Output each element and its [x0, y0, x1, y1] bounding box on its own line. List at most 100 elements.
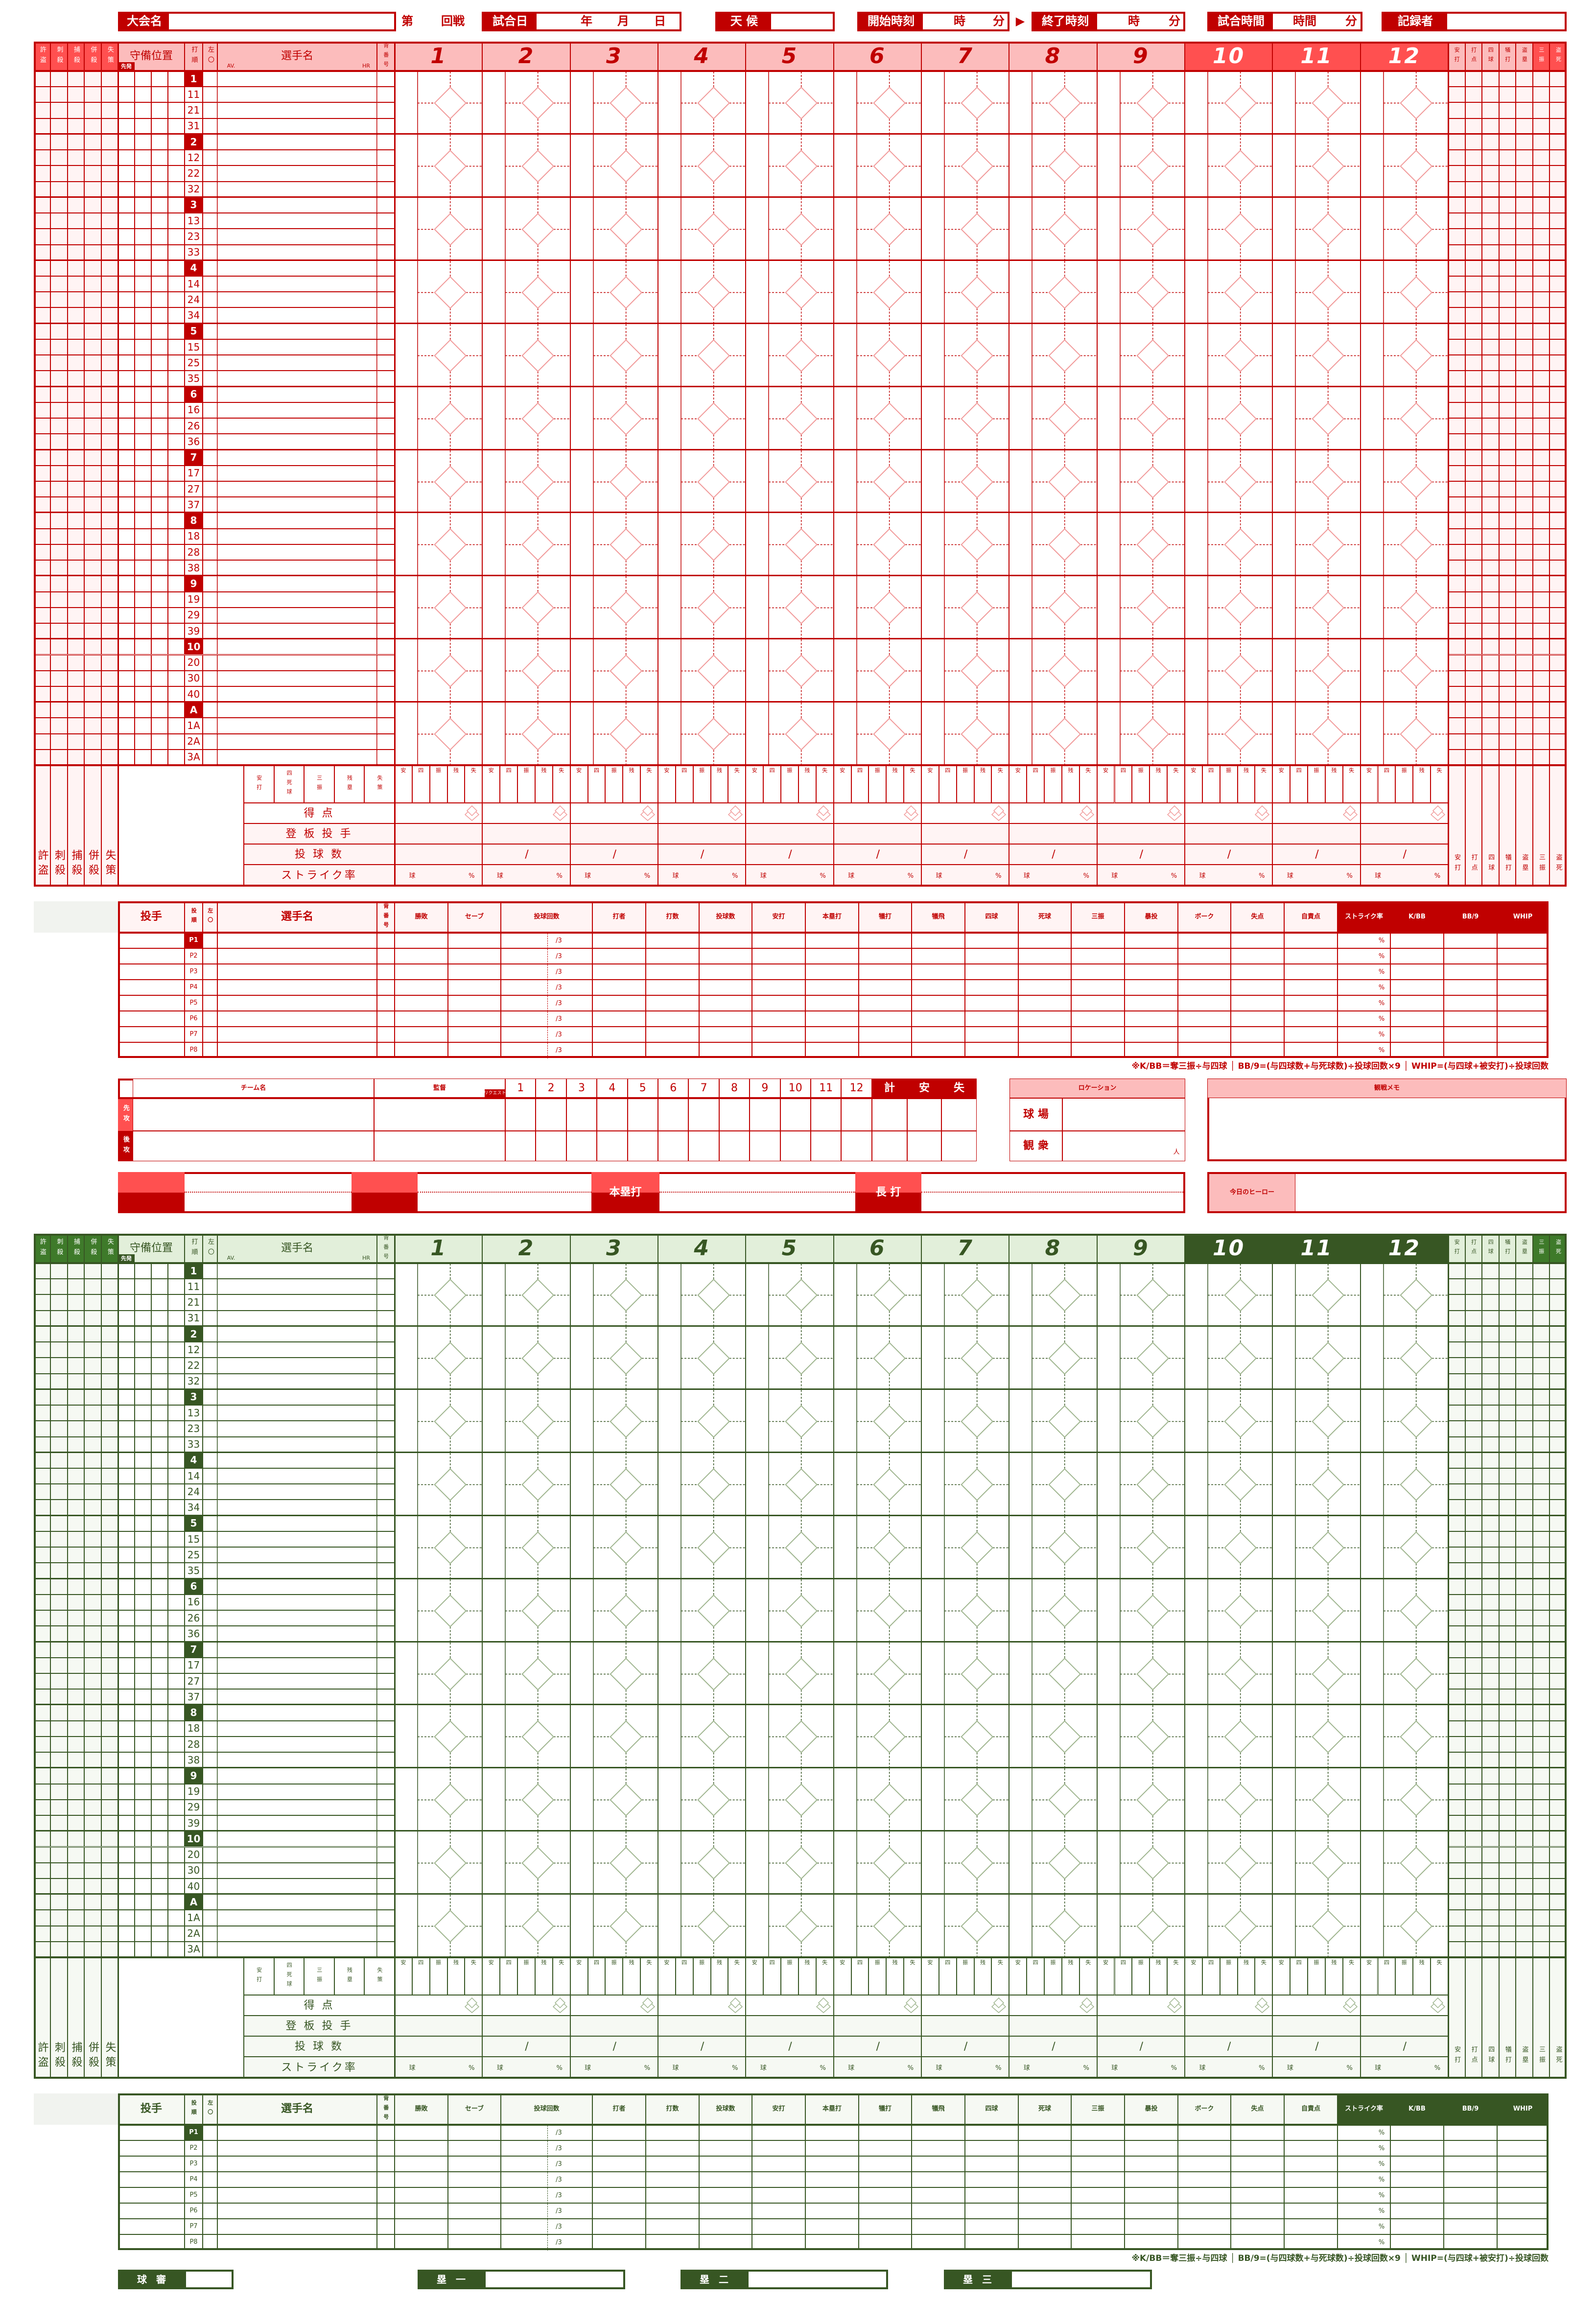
batting-stat-cell[interactable] — [1516, 1531, 1533, 1548]
fielding-cell[interactable] — [34, 1310, 50, 1326]
handedness-cell[interactable] — [203, 1736, 217, 1753]
inning-stat-cell[interactable]: 振 — [1220, 1957, 1238, 1996]
batting-stat-cell[interactable] — [1465, 134, 1482, 150]
fielding-cell[interactable] — [34, 1736, 50, 1753]
handedness-cell[interactable] — [203, 1358, 217, 1374]
position-cell[interactable] — [135, 150, 151, 166]
pitching-cell[interactable] — [1444, 2219, 1497, 2234]
fielding-cell[interactable] — [84, 1594, 101, 1611]
pitching-cell[interactable] — [395, 2187, 448, 2203]
fielding-cell[interactable] — [34, 1815, 50, 1831]
pitching-cell[interactable] — [752, 2140, 805, 2156]
fielding-cell[interactable] — [84, 1878, 101, 1895]
fielding-cell[interactable] — [68, 1705, 84, 1721]
fielding-cell[interactable] — [50, 1894, 68, 1910]
fielding-cell[interactable] — [50, 1436, 68, 1453]
inning-stat-cell[interactable]: 振 — [693, 1957, 711, 1996]
fielding-cell[interactable] — [34, 1768, 50, 1784]
fielding-cell[interactable] — [68, 1610, 84, 1626]
at-bat-cell[interactable] — [921, 1642, 1010, 1706]
batting-stat-cell[interactable] — [1465, 1910, 1482, 1926]
player-name-cell[interactable] — [217, 1358, 377, 1374]
batting-stat-cell[interactable] — [1482, 1358, 1499, 1374]
handedness-cell[interactable] — [203, 150, 217, 166]
pitching-cell[interactable] — [448, 2234, 501, 2250]
fielding-cell[interactable] — [68, 1515, 84, 1531]
position-cell[interactable] — [135, 1294, 151, 1311]
position-cell[interactable] — [168, 102, 185, 118]
batting-stat-cell[interactable] — [1549, 87, 1567, 103]
inning-strike-rate-cell[interactable]: 球% — [1360, 2057, 1448, 2079]
pitching-cell[interactable] — [1497, 2140, 1549, 2156]
fielding-cell[interactable] — [84, 1642, 101, 1658]
pitching-cell[interactable]: % — [1338, 2234, 1390, 2250]
pitching-cell[interactable]: /3 — [501, 2219, 592, 2235]
inning-stat-cell[interactable]: 振 — [1308, 1957, 1325, 1996]
inning-stat-cell[interactable]: 失 — [991, 1957, 1009, 1996]
pitching-cell[interactable] — [203, 2172, 217, 2187]
position-cell[interactable] — [151, 1941, 168, 1958]
batting-stat-cell[interactable] — [1532, 1373, 1550, 1389]
inning-runs-cell[interactable] — [921, 1995, 1009, 2016]
fielding-cell[interactable] — [34, 1799, 50, 1816]
at-bat-cell[interactable] — [657, 71, 747, 135]
fielding-cell[interactable] — [50, 118, 68, 134]
batting-stat-cell[interactable] — [1549, 1941, 1567, 1958]
at-bat-cell[interactable] — [833, 1263, 922, 1327]
at-bat-cell[interactable] — [395, 1768, 483, 1832]
batting-stat-cell[interactable] — [1465, 1594, 1482, 1611]
at-bat-cell[interactable] — [921, 1705, 1010, 1769]
at-bat-cell[interactable] — [570, 1452, 658, 1516]
position-cell[interactable] — [168, 1421, 185, 1437]
batting-stat-cell[interactable] — [1448, 1452, 1465, 1468]
batting-stat-cell[interactable] — [1532, 1784, 1550, 1800]
batting-stat-cell[interactable] — [1482, 1578, 1499, 1595]
position-cell[interactable] — [151, 1405, 168, 1421]
fielding-cell[interactable] — [101, 1878, 118, 1895]
handedness-cell[interactable] — [203, 1310, 217, 1326]
inning-pitcher-cell[interactable] — [1009, 2016, 1097, 2037]
batting-stat-cell[interactable] — [1448, 181, 1465, 197]
at-bat-cell[interactable] — [1184, 71, 1273, 135]
fielding-cell[interactable] — [34, 1358, 50, 1374]
at-bat-cell[interactable] — [833, 1768, 922, 1832]
fielding-cell[interactable] — [68, 150, 84, 166]
at-bat-cell[interactable] — [1009, 71, 1098, 135]
fielding-cell[interactable] — [68, 134, 84, 150]
fielding-cell[interactable] — [84, 1358, 101, 1374]
fielding-cell[interactable] — [50, 1673, 68, 1690]
batting-stat-cell[interactable] — [1549, 150, 1567, 166]
position-cell[interactable] — [118, 1736, 135, 1753]
batting-stat-cell[interactable] — [1549, 1436, 1567, 1453]
position-cell[interactable] — [118, 1925, 135, 1942]
position-cell[interactable] — [151, 1373, 168, 1389]
batting-stat-cell[interactable] — [1482, 1515, 1499, 1531]
position-cell[interactable] — [135, 1468, 151, 1484]
batting-stat-cell[interactable] — [1499, 1831, 1516, 1847]
batting-stat-cell[interactable] — [1499, 1342, 1516, 1358]
at-bat-cell[interactable] — [1009, 134, 1098, 198]
at-bat-cell[interactable] — [570, 1263, 658, 1327]
batting-stat-cell[interactable] — [1482, 165, 1499, 182]
inning-stat-cell[interactable]: 安 — [746, 1957, 764, 1996]
position-cell[interactable] — [118, 1910, 135, 1926]
pitching-cell[interactable] — [1178, 2187, 1231, 2203]
pitching-cell[interactable] — [805, 2125, 859, 2140]
pitching-cell[interactable] — [752, 2219, 805, 2234]
player-name-cell[interactable] — [217, 1720, 377, 1737]
batting-stat-cell[interactable] — [1532, 1799, 1550, 1816]
position-cell[interactable] — [118, 1279, 135, 1295]
fielding-cell[interactable] — [50, 1657, 68, 1673]
handedness-cell[interactable] — [203, 1326, 217, 1342]
inning-stat-cell[interactable]: 安 — [1097, 1957, 1115, 1996]
batting-stat-cell[interactable] — [1549, 1294, 1567, 1311]
position-cell[interactable] — [151, 150, 168, 166]
pitching-cell[interactable] — [377, 2234, 395, 2250]
fielding-cell[interactable] — [101, 1531, 118, 1548]
at-bat-cell[interactable] — [1360, 1389, 1449, 1453]
pitching-cell[interactable] — [1390, 2187, 1444, 2203]
at-bat-cell[interactable] — [921, 1831, 1010, 1895]
batting-stat-cell[interactable] — [1516, 1720, 1533, 1737]
at-bat-cell[interactable] — [657, 1452, 747, 1516]
position-cell[interactable] — [118, 1342, 135, 1358]
